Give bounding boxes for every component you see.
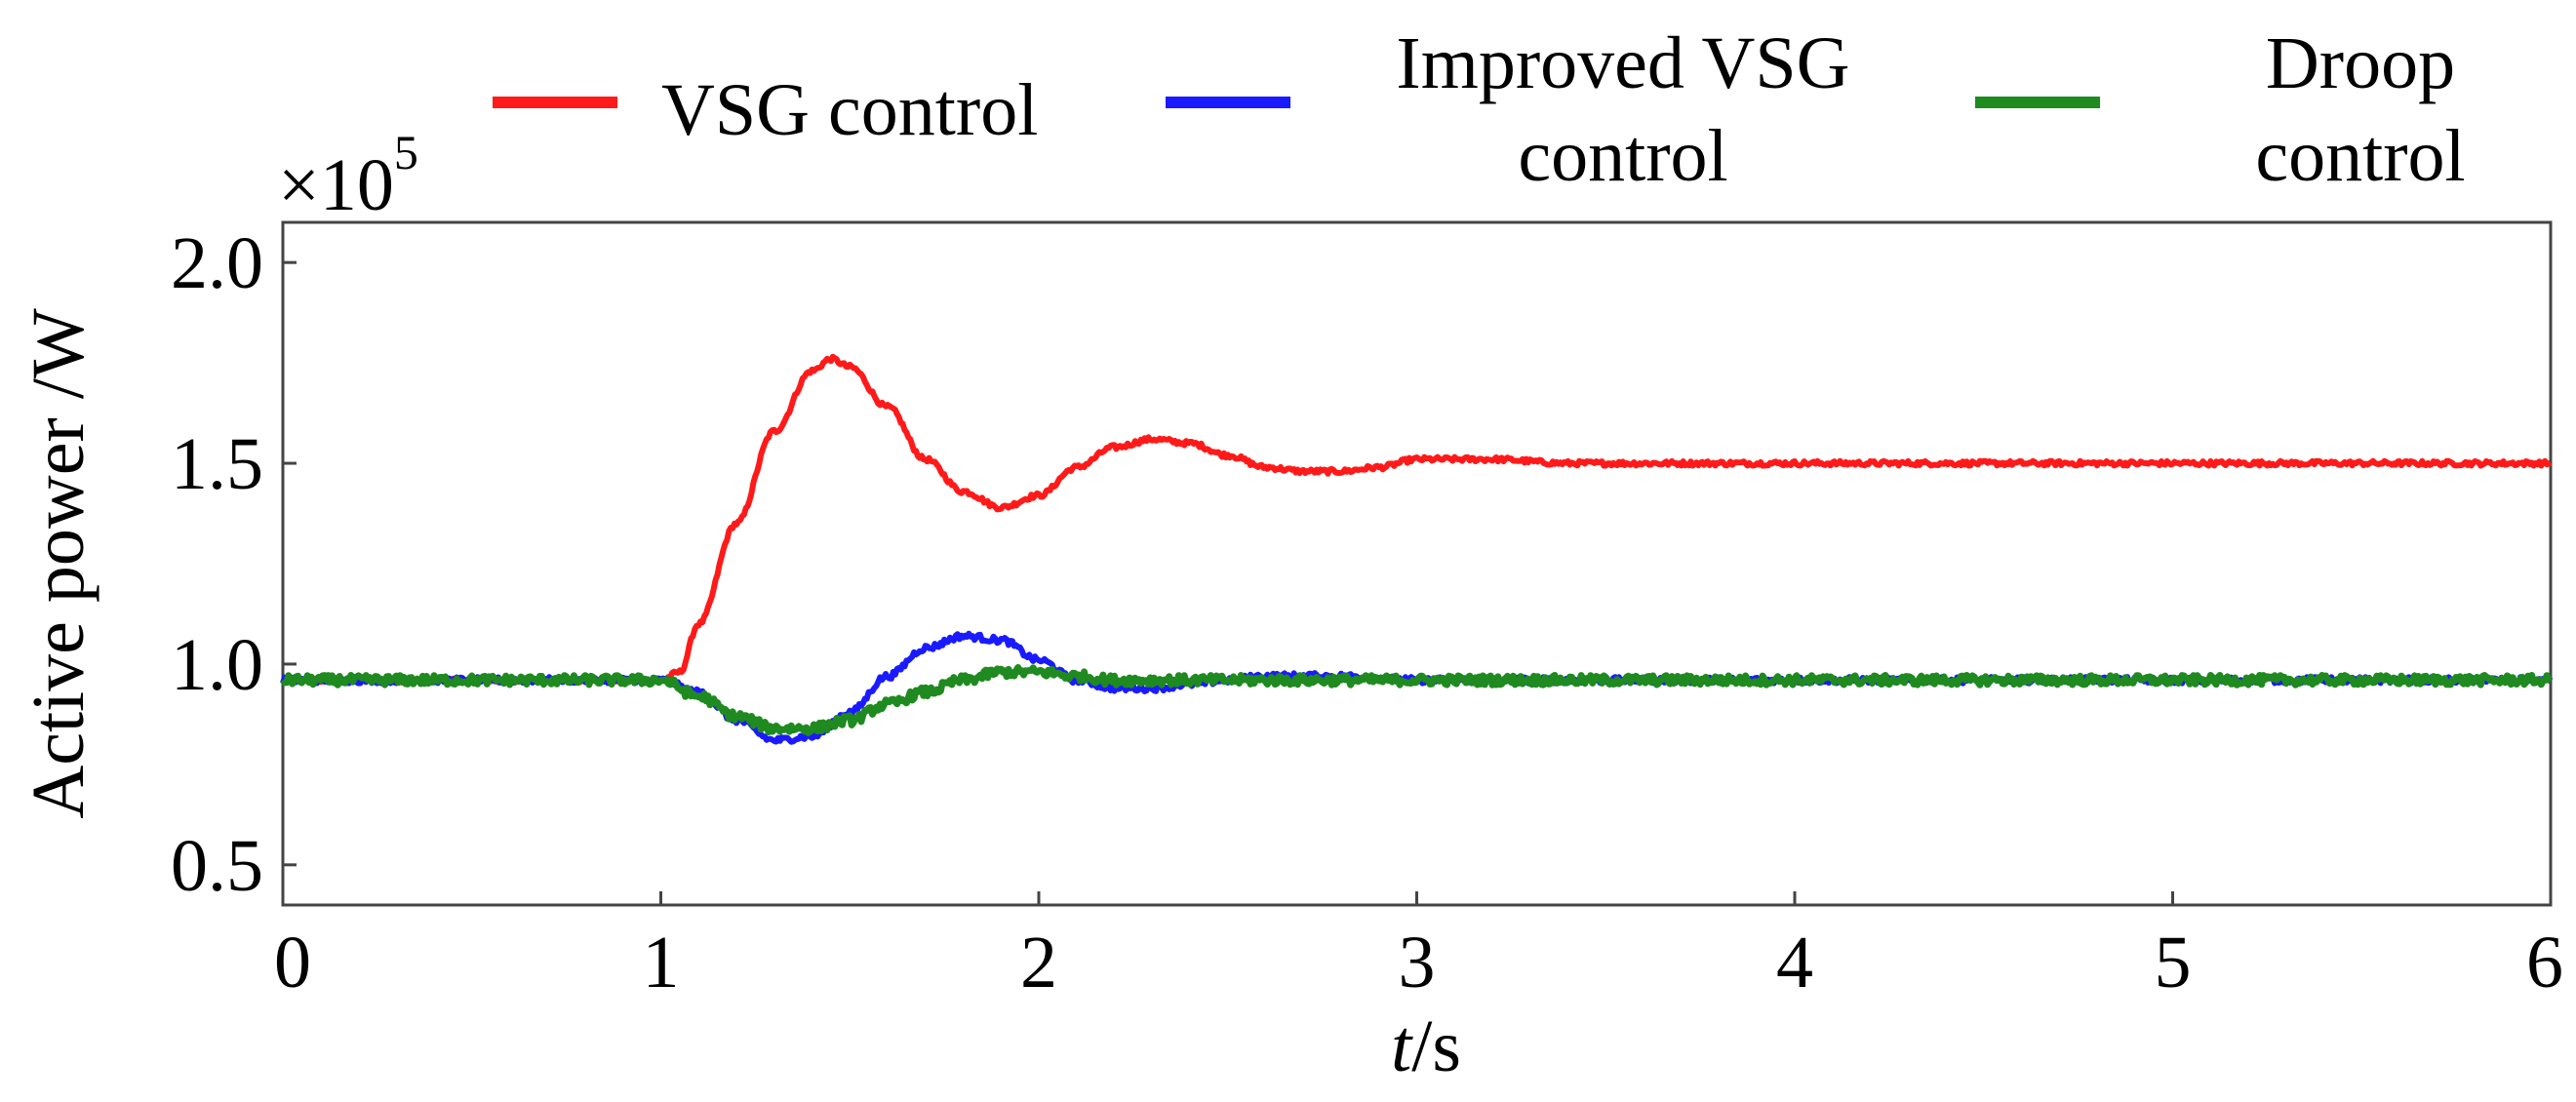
legend-label-vsg: VSG control [661, 69, 1038, 151]
legend-label-droop-line1: Droop [2266, 22, 2455, 104]
x-tick-label: 5 [2155, 922, 2192, 1004]
x-tick-label: 6 [2526, 922, 2563, 1004]
x-tick-label: 0 [274, 922, 311, 1004]
y-multiplier-exponent: 5 [394, 125, 418, 179]
legend: VSG control Improved VSG control Droop c… [493, 22, 2466, 197]
y-axis-ticks: 0.5 1.0 1.5 2.0 [171, 222, 297, 907]
y-tick-label: 1.0 [171, 624, 263, 706]
x-tick-label: 3 [1399, 922, 1436, 1004]
legend-label-improved-vsg-line2: control [1518, 115, 1727, 197]
y-axis-label: Active power /W [18, 308, 99, 819]
x-axis-label-unit: /s [1411, 1005, 1461, 1087]
series-line-improved-vsg-control [280, 630, 2554, 745]
x-axis-ticks: 0 1 2 3 4 5 6 [274, 891, 2563, 1004]
x-tick-label: 4 [1776, 922, 1813, 1004]
series-line-droop-control [280, 664, 2553, 736]
y-tick-label: 0.5 [171, 825, 263, 907]
x-tick-label: 1 [643, 922, 680, 1004]
y-tick-label: 1.5 [171, 423, 263, 505]
legend-label-droop-line2: control [2255, 115, 2465, 197]
x-axis-label-variable: t [1391, 1005, 1413, 1087]
y-multiplier: ×105 [278, 125, 418, 226]
series-layer [280, 353, 2554, 745]
series-line-vsg-control [280, 353, 2553, 686]
legend-label-improved-vsg-line1: Improved VSG [1396, 22, 1849, 104]
y-tick-label: 2.0 [171, 222, 263, 304]
x-axis-label: t/s [1391, 1005, 1461, 1087]
plot-frame [281, 220, 2553, 907]
x-tick-label: 2 [1020, 922, 1057, 1004]
y-multiplier-base: ×10 [278, 144, 394, 226]
